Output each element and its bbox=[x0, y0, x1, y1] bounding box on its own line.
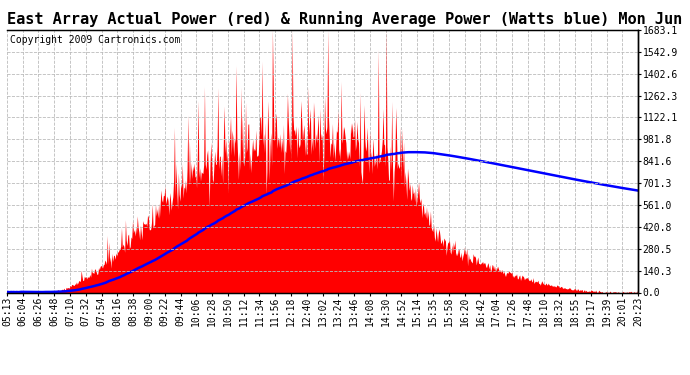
Text: East Array Actual Power (red) & Running Average Power (Watts blue) Mon Jun 15 20: East Array Actual Power (red) & Running … bbox=[7, 11, 690, 27]
Text: Copyright 2009 Cartronics.com: Copyright 2009 Cartronics.com bbox=[10, 35, 180, 45]
